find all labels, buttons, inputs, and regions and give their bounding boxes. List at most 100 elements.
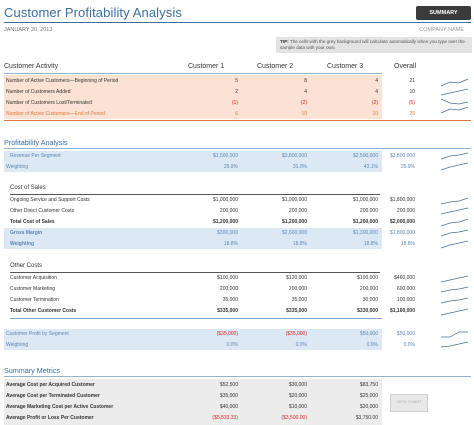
other-costs-sparklines bbox=[440, 275, 469, 316]
cell-value[interactable]: 200,000 bbox=[288, 286, 307, 292]
cell-value: 25.9% bbox=[223, 164, 238, 170]
column-header-customer-3: Customer 3 bbox=[327, 63, 364, 70]
cell-value: 0.0% bbox=[226, 342, 238, 348]
other-costs-divider bbox=[10, 272, 380, 273]
row-label: Customer Profit by Segment bbox=[6, 331, 69, 337]
cell-value: $1,800,000 bbox=[389, 197, 415, 203]
cell-value[interactable]: $1,000,000 bbox=[281, 197, 307, 203]
row-label: Revenue Per Segment bbox=[10, 153, 61, 159]
cell-value: $3,800,000 bbox=[389, 153, 415, 159]
cost-of-sales-divider bbox=[10, 194, 380, 195]
cell-value[interactable]: (2) bbox=[300, 100, 307, 106]
cell-value: 18.8% bbox=[363, 241, 378, 247]
cell-value[interactable]: $3,800,000 bbox=[281, 153, 307, 159]
table-row: Customer Termination 35,000 35,000 30,00… bbox=[4, 296, 415, 305]
cell-value[interactable]: 200,000 bbox=[359, 208, 378, 214]
cell-value: 0.0% bbox=[366, 342, 378, 348]
cell-value[interactable]: 4 bbox=[375, 78, 378, 84]
table-row: Average Profit or Loss Per Customer ($5,… bbox=[4, 414, 382, 423]
cell-value: $25,000 bbox=[359, 393, 378, 399]
column-header-overall: Overall bbox=[394, 63, 417, 70]
cell-value[interactable]: 200,000 bbox=[219, 286, 238, 292]
cell-value[interactable]: 4 bbox=[375, 89, 378, 95]
cell-value[interactable]: 5 bbox=[235, 78, 238, 84]
section-title-summary-metrics: Summary Metrics bbox=[4, 366, 60, 375]
cell-value[interactable]: 30,000 bbox=[362, 297, 378, 303]
table-row: Average Cost per Terminated Customer $35… bbox=[4, 392, 382, 401]
cell-value[interactable]: (1) bbox=[231, 100, 238, 106]
cell-value[interactable]: 200,000 bbox=[359, 286, 378, 292]
table-row: Gross Margin $300,000 $2,600,000 $1,300,… bbox=[4, 229, 415, 238]
activity-header-divider bbox=[4, 73, 382, 74]
cell-value: $35,000 bbox=[219, 393, 238, 399]
cell-value[interactable]: 200,000 bbox=[288, 208, 307, 214]
section-title-customer-activity: Customer Activity bbox=[4, 63, 59, 70]
cell-value[interactable]: 200,000 bbox=[219, 208, 238, 214]
tip-box: TIP: The cells with the grey background … bbox=[276, 37, 472, 53]
table-row: Revenue Per Segment $1,500,000 $3,800,00… bbox=[4, 152, 415, 161]
table-row: Number of Active Customers—End of Period… bbox=[4, 110, 415, 119]
cell-value: 31.0% bbox=[292, 164, 307, 170]
cell-value: $1,200,000 bbox=[352, 219, 378, 225]
cell-value: $20,000 bbox=[288, 393, 307, 399]
table-row: Customer Profit by Segment ($35,000) ($3… bbox=[4, 330, 415, 339]
cell-value: 18.8% bbox=[292, 241, 307, 247]
cell-value[interactable]: 2 bbox=[235, 89, 238, 95]
row-label: Average Cost per Acquired Customer bbox=[6, 382, 95, 388]
cell-value: $50,000 bbox=[396, 331, 415, 337]
table-row: Customer Acquisition $100,000 $120,000 $… bbox=[4, 274, 415, 283]
summary-button[interactable]: SUMMARY bbox=[416, 6, 471, 20]
subsection-title-cost-of-sales: Cost of Sales bbox=[10, 185, 46, 191]
section-title-profitability: Profitability Analysis bbox=[4, 138, 68, 147]
page-title: Customer Profitability Analysis bbox=[4, 5, 182, 20]
cell-value[interactable]: 4 bbox=[304, 89, 307, 95]
cell-value[interactable]: $100,000 bbox=[217, 275, 238, 281]
cell-value: 0.0% bbox=[295, 342, 307, 348]
cell-value[interactable]: 8 bbox=[304, 78, 307, 84]
table-row: Weighting 0.0% 0.0% 0.0% 0.0% bbox=[4, 341, 415, 350]
table-row: Customer Marketing 200,000 200,000 200,0… bbox=[4, 285, 415, 294]
cell-value: ($5,833.33) bbox=[212, 415, 238, 421]
cell-value[interactable]: $120,000 bbox=[286, 275, 307, 281]
cell-value: $330,000 bbox=[357, 308, 378, 314]
cell-value: 10 bbox=[409, 89, 415, 95]
column-header-customer-2: Customer 2 bbox=[257, 63, 294, 70]
cell-value: $40,000 bbox=[219, 404, 238, 410]
row-label: Average Profit or Loss Per Customer bbox=[6, 415, 94, 421]
row-label: Weighting bbox=[10, 241, 35, 247]
tip-label: TIP: bbox=[280, 39, 289, 44]
cost-of-sales-sparklines bbox=[440, 197, 469, 249]
cell-value: $52,500 bbox=[219, 382, 238, 388]
cell-value: $3,750.00 bbox=[355, 415, 378, 421]
cell-value[interactable]: $100,000 bbox=[357, 275, 378, 281]
cell-value[interactable]: 35,000 bbox=[291, 297, 307, 303]
cell-value: $1,300,000 bbox=[352, 230, 378, 236]
cell-value[interactable]: (2) bbox=[371, 100, 378, 106]
cell-value: $10,000 bbox=[288, 404, 307, 410]
row-label: Customer Termination bbox=[10, 297, 59, 303]
tip-text: The cells with the grey background will … bbox=[280, 39, 465, 50]
activity-bottom-divider bbox=[4, 120, 471, 121]
cell-value[interactable]: $1,500,000 bbox=[212, 153, 238, 159]
view-chart-button[interactable]: VIEW CHART bbox=[390, 394, 428, 412]
cell-value[interactable]: $1,000,000 bbox=[212, 197, 238, 203]
summary-metrics-divider bbox=[4, 376, 471, 377]
report-date: JANUARY 20, 2013 bbox=[4, 27, 53, 33]
cell-value: 6 bbox=[235, 111, 238, 117]
table-row: Average Marketing Cost per Active Custom… bbox=[4, 403, 382, 412]
profitability-area bbox=[4, 151, 382, 172]
cell-value[interactable]: 35,000 bbox=[222, 297, 238, 303]
subsection-title-other-costs: Other Costs bbox=[10, 263, 43, 269]
table-row: Total Cost of Sales $1,200,000 $1,200,00… bbox=[4, 218, 415, 227]
profitability-sparklines bbox=[440, 152, 469, 171]
cell-value: 25.9% bbox=[400, 164, 415, 170]
cell-value: $30,000 bbox=[288, 382, 307, 388]
cell-value[interactable]: $2,500,000 bbox=[352, 153, 378, 159]
cell-value[interactable]: $1,000,000 bbox=[352, 197, 378, 203]
cell-value: 100,000 bbox=[396, 297, 415, 303]
row-label: Number of Active Customers—End of Period bbox=[6, 111, 105, 117]
cell-value: 21 bbox=[409, 78, 415, 84]
row-label: Average Cost per Terminated Customer bbox=[6, 393, 100, 399]
table-row: Other Direct Customer Costs 200,000 200,… bbox=[4, 207, 415, 216]
company-name[interactable]: COMPANY NAME bbox=[419, 27, 464, 33]
